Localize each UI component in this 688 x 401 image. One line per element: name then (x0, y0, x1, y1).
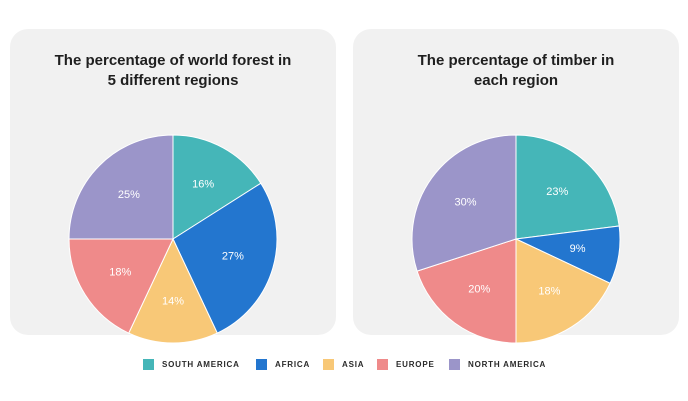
legend-item-north-america: NORTH AMERICA (449, 356, 546, 372)
legend-label-north-america: NORTH AMERICA (468, 359, 547, 369)
timber-chart-panel: The percentage of timber in each region … (353, 29, 679, 344)
legend-label-europe: EUROPE (396, 359, 435, 369)
legend-label-africa: AFRICA (275, 359, 311, 369)
timber-pie-chart: 23% 9% 18% 20% 30% (411, 134, 621, 344)
timber-slice-north-america (411, 134, 517, 272)
legend-swatch-africa (256, 358, 267, 370)
timber-chart-title: The percentage of timber in each region (353, 51, 679, 91)
timber-label-africa: 9% (570, 243, 586, 255)
timber-slice-south-america (515, 134, 620, 240)
legend-item-europe: EUROPE (377, 356, 435, 372)
legend-swatch-south-america (143, 358, 154, 370)
forest-label-asia: 14% (162, 295, 184, 307)
forest-slice-africa (172, 182, 278, 334)
forest-chart-title: The percentage of world forest in 5 diff… (10, 51, 336, 91)
forest-chart-panel: The percentage of world forest in 5 diff… (10, 29, 336, 344)
chart-legend: SOUTH AMERICA AFRICA ASIA EUROPE NORTH A… (0, 356, 688, 372)
forest-slice-europe (68, 238, 174, 334)
forest-chart-title-line-2: 5 different regions (107, 72, 239, 89)
forest-label-europe: 18% (109, 266, 131, 278)
forest-slice-north-america (68, 134, 174, 240)
legend-item-south-america: SOUTH AMERICA (143, 356, 240, 372)
timber-chart-title-line-1: The percentage of timber in (417, 52, 615, 69)
forest-pie-chart: 16% 27% 14% 18% 25% (68, 134, 278, 344)
forest-label-south-america: 16% (192, 178, 214, 190)
timber-slice-europe (416, 238, 517, 344)
timber-label-europe: 20% (468, 284, 490, 296)
forest-slice-south-america (172, 134, 262, 240)
forest-label-africa: 27% (222, 250, 244, 262)
timber-label-asia: 18% (538, 286, 560, 298)
legend-label-south-america: SOUTH AMERICA (162, 359, 240, 369)
timber-label-south-america: 23% (546, 186, 568, 198)
legend-item-asia: ASIA (323, 356, 364, 372)
legend-item-africa: AFRICA (256, 356, 310, 372)
legend-swatch-europe (377, 358, 388, 370)
forest-label-north-america: 25% (118, 189, 140, 201)
timber-chart-title-line-2: each region (473, 72, 559, 89)
forest-slice-asia (128, 237, 218, 344)
legend-label-asia: ASIA (342, 359, 365, 369)
forest-chart-title-line-1: The percentage of world forest in (54, 52, 292, 69)
legend-swatch-north-america (449, 358, 460, 370)
legend-swatch-asia (323, 358, 334, 370)
timber-slice-asia (515, 238, 611, 344)
timber-label-north-america: 30% (454, 196, 476, 208)
